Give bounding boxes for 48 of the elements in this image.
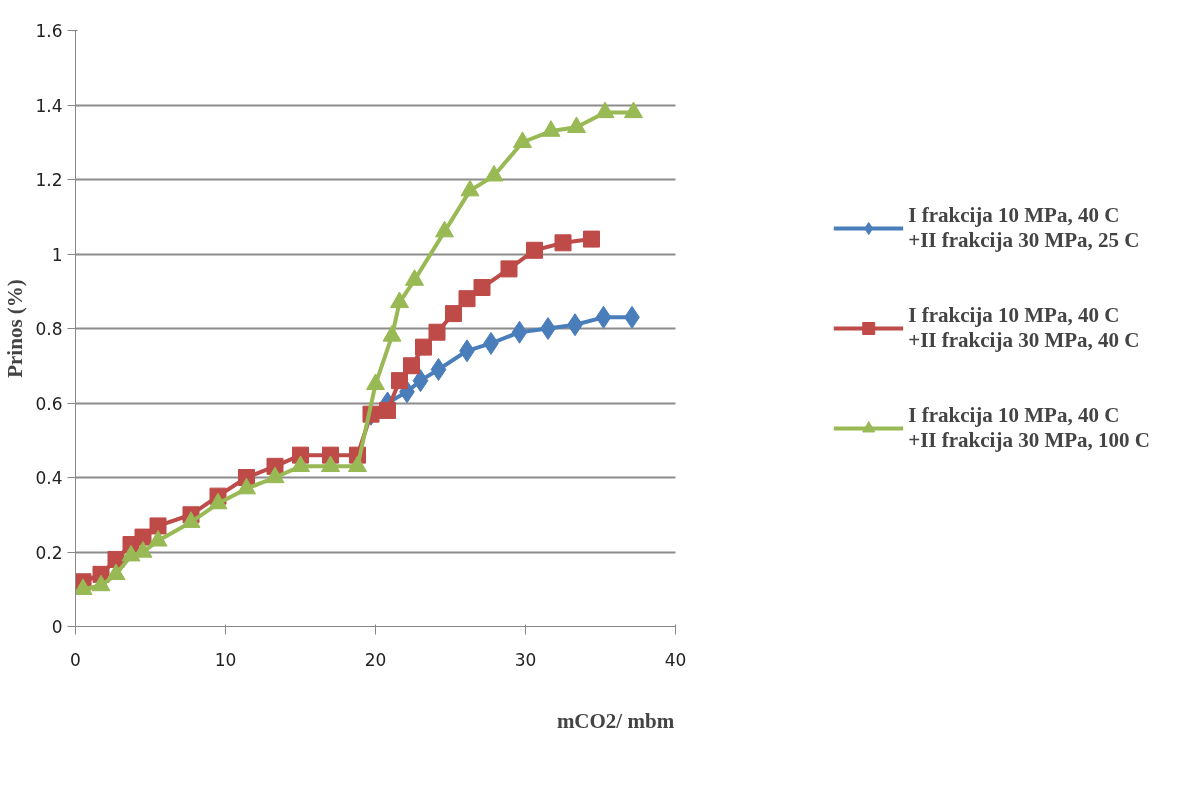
point [435, 220, 454, 238]
legend-label: I frakcija 10 MPa, 40 C +II frakcija 30 MPa, 40 C [908, 303, 1140, 353]
point [458, 290, 476, 308]
y-tick-label: 0 [51, 617, 63, 637]
x-tick-label: 0 [70, 649, 81, 670]
point [415, 338, 432, 356]
point [624, 101, 643, 119]
y-tick-label: 1 [51, 244, 63, 265]
legend-label: I frakcija 10 MPa, 40 C +II frakcija 30 MPa, 25 C [908, 203, 1140, 253]
point [554, 234, 572, 252]
x-tick-label: 40 [664, 649, 687, 670]
point [149, 517, 167, 535]
point [412, 369, 429, 393]
point [511, 320, 528, 344]
point [473, 279, 491, 297]
x-tick-label: 20 [364, 649, 387, 670]
point [595, 305, 612, 329]
y-tick-label: 1.2 [35, 170, 63, 190]
point [379, 401, 396, 419]
point [583, 230, 600, 248]
x-tick-label: 10 [214, 649, 237, 670]
point [484, 164, 504, 182]
y-tick-label: 1.4 [35, 95, 63, 116]
point [526, 241, 543, 259]
y-tick-label: 0.6 [35, 393, 63, 414]
point [428, 323, 446, 341]
point [405, 269, 424, 286]
point [500, 260, 518, 278]
point [595, 101, 615, 119]
point [391, 372, 408, 390]
point [430, 357, 447, 381]
y-tick-label: 0.8 [35, 319, 63, 339]
point [567, 116, 586, 134]
point [460, 179, 480, 197]
legend-label: I frakcija 10 MPa, 40 C +II frakcija 30 MPa, 100 C [908, 403, 1150, 453]
point [513, 131, 532, 148]
y-tick-label: 1.6 [35, 21, 63, 41]
point [366, 373, 385, 391]
point [390, 291, 409, 309]
point [445, 305, 462, 323]
y-tick-label: 0.4 [35, 468, 63, 488]
y-tick-label: 0.2 [35, 542, 63, 563]
point [382, 325, 402, 342]
x-axis-title: mCO2/ mbm [556, 708, 675, 733]
y-axis-title: Prinos (%) [3, 279, 28, 378]
point [541, 120, 561, 137]
point [403, 357, 420, 375]
x-tick-label: 30 [514, 649, 537, 670]
